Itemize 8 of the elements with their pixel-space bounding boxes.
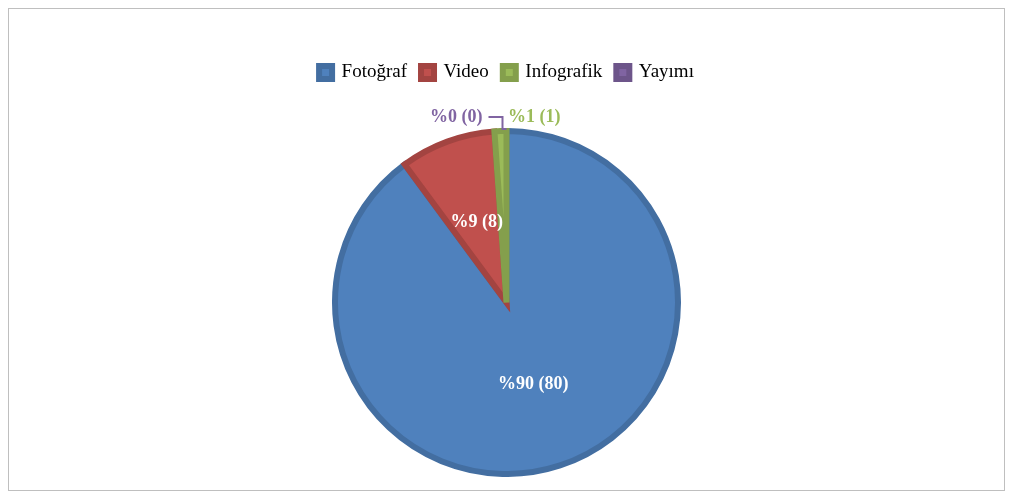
legend-label: Infografik	[525, 60, 603, 82]
data-label: %9 (8)	[450, 210, 504, 232]
text: %0 (0)	[430, 105, 483, 126]
legend-label: Fotoğraf	[341, 60, 408, 82]
data-label: %1 (1)	[507, 105, 561, 127]
legend-label: Yayımı	[638, 60, 694, 82]
legend-label: Video	[443, 60, 489, 82]
data-label: %90 (80)	[498, 372, 569, 394]
